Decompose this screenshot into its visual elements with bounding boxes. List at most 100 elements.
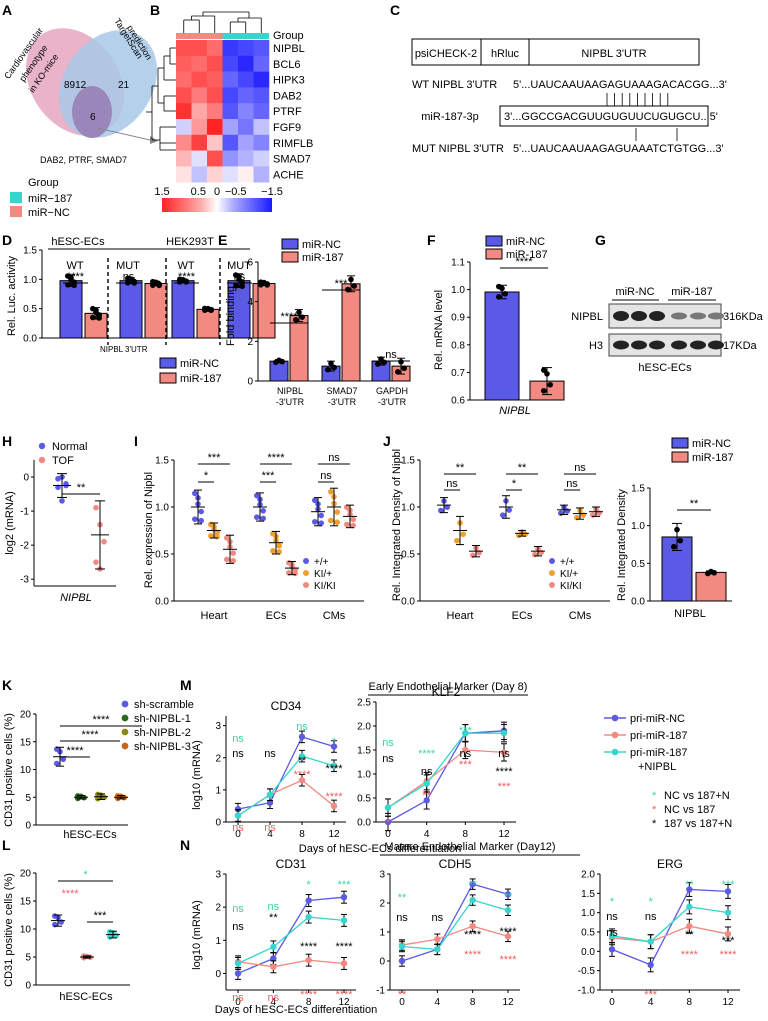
legend-dot bbox=[303, 582, 309, 588]
m-comparison-symbol: * bbox=[652, 804, 657, 816]
legend-swatch-mir187 bbox=[485, 248, 503, 260]
heatmap-cell bbox=[207, 150, 223, 167]
data-point bbox=[101, 794, 107, 801]
heatmap-scale-tick: 0.5 bbox=[191, 186, 206, 198]
data-point bbox=[423, 780, 430, 787]
legend-swatch-mirnc bbox=[671, 437, 689, 449]
legend-swatch-mirnc bbox=[281, 238, 299, 250]
e-sig: ns bbox=[385, 349, 397, 361]
data-point bbox=[590, 512, 596, 518]
heatmap-cell bbox=[176, 87, 192, 104]
m1-sig: **** bbox=[325, 763, 343, 775]
n2-sig: **** bbox=[464, 929, 482, 941]
d-sig: ns bbox=[234, 271, 246, 283]
m1-title: CD34 bbox=[271, 699, 302, 713]
h-legend-tof: TOF bbox=[52, 455, 74, 467]
heatmap-gene-label: FGF9 bbox=[273, 122, 301, 134]
d-legend-mirnc: miR-NC bbox=[180, 358, 219, 370]
data-point bbox=[233, 272, 239, 278]
data-point bbox=[305, 956, 312, 964]
i-sig: **** bbox=[267, 452, 285, 464]
bar bbox=[252, 283, 276, 339]
heatmap-cell bbox=[238, 103, 254, 120]
n2-sig: **** bbox=[499, 954, 517, 966]
l-ylabel: CD31 positive cells (%) bbox=[3, 873, 15, 987]
i-category-label: Heart bbox=[201, 610, 228, 622]
data-point bbox=[340, 960, 348, 967]
data-point bbox=[558, 510, 564, 517]
d-sig: **** bbox=[67, 271, 85, 283]
mut-sequence: 5'...UAUCAAUAAGAGUAAATCTGTGG...3' bbox=[513, 143, 724, 155]
data-point bbox=[95, 791, 101, 798]
legend-dot bbox=[121, 700, 129, 708]
heatmap-cell bbox=[191, 166, 208, 183]
data-point bbox=[677, 537, 683, 544]
heatmap-cell bbox=[207, 134, 223, 151]
panel-letter-E: E bbox=[218, 232, 227, 248]
heatmap-cell bbox=[207, 40, 223, 57]
heatmap-cell bbox=[253, 150, 270, 167]
m-comparison-symbol: * bbox=[652, 790, 657, 802]
mut-label: MUT NIPBL 3'UTR bbox=[412, 143, 504, 155]
heatmap-gene-label: DAB2 bbox=[273, 90, 302, 102]
panel-letter-I: I bbox=[134, 433, 138, 449]
data-point bbox=[305, 897, 312, 904]
k-xlabel: hESC-ECs bbox=[63, 829, 117, 841]
d-y-tick-label: 0.0 bbox=[23, 334, 37, 345]
data-point bbox=[260, 508, 267, 514]
n2-sig: ** bbox=[468, 879, 477, 891]
e-y-tick-label: 6 bbox=[247, 258, 253, 269]
blot-band bbox=[649, 340, 665, 350]
series-line bbox=[387, 732, 504, 809]
data-point bbox=[266, 791, 274, 798]
n1-y-tick-label: 2 bbox=[215, 903, 221, 914]
heatmap-cell bbox=[222, 150, 239, 167]
i-legend: KI/KI bbox=[314, 581, 336, 592]
data-point bbox=[296, 309, 302, 316]
data-point bbox=[59, 498, 65, 504]
m2-x-tick-label: 4 bbox=[424, 829, 430, 840]
f-y-tick-label: 0.8 bbox=[451, 340, 465, 351]
data-point bbox=[328, 488, 334, 495]
blot-band bbox=[631, 311, 647, 321]
data-point bbox=[96, 315, 102, 321]
heatmap-cell bbox=[191, 103, 208, 120]
n1-y-tick-label: 1 bbox=[215, 936, 221, 947]
i-legend: +/+ bbox=[314, 557, 329, 568]
data-point bbox=[253, 514, 260, 520]
bar bbox=[171, 280, 195, 339]
k-y-tick-label: 10 bbox=[20, 765, 32, 776]
j-legend: KI/KI bbox=[560, 581, 582, 592]
n3-y-tick-label: 0.5 bbox=[581, 928, 595, 939]
legend-dot bbox=[549, 570, 555, 576]
bar bbox=[269, 360, 289, 382]
i-legend: KI/+ bbox=[314, 569, 332, 580]
data-point bbox=[538, 549, 544, 556]
legend-mirnc: miR−NC bbox=[28, 207, 70, 219]
data-point bbox=[469, 923, 476, 930]
vector-psicheck: psiCHECK-2 bbox=[415, 48, 477, 60]
data-point bbox=[724, 888, 732, 895]
n3-sig: **** bbox=[719, 949, 737, 961]
wt-label: WT NIPBL 3'UTR bbox=[412, 79, 497, 91]
k-sig: **** bbox=[66, 745, 84, 757]
series-line bbox=[611, 906, 729, 943]
n3-x-tick-label: 0 bbox=[609, 997, 615, 1008]
l-y-tick-label: 10 bbox=[20, 925, 32, 936]
n1-y-tick-label: 3 bbox=[215, 870, 221, 881]
d-group-hesc: hESC-ECs bbox=[51, 236, 105, 248]
legend-dot bbox=[611, 731, 619, 739]
data-point bbox=[276, 542, 283, 549]
heatmap-group-label: Group bbox=[273, 30, 304, 42]
panel-letter-B: B bbox=[150, 2, 160, 18]
data-point bbox=[506, 507, 512, 513]
e-category-label: GAPDH bbox=[376, 386, 408, 396]
data-point bbox=[264, 282, 271, 288]
d-sub-label: WT bbox=[177, 260, 194, 272]
n2-x-tick-label: 4 bbox=[435, 997, 441, 1008]
legend-dot bbox=[303, 570, 309, 576]
panel-letter-A: A bbox=[2, 2, 12, 18]
data-point bbox=[54, 760, 60, 767]
data-point bbox=[395, 369, 401, 375]
data-point bbox=[312, 497, 318, 504]
